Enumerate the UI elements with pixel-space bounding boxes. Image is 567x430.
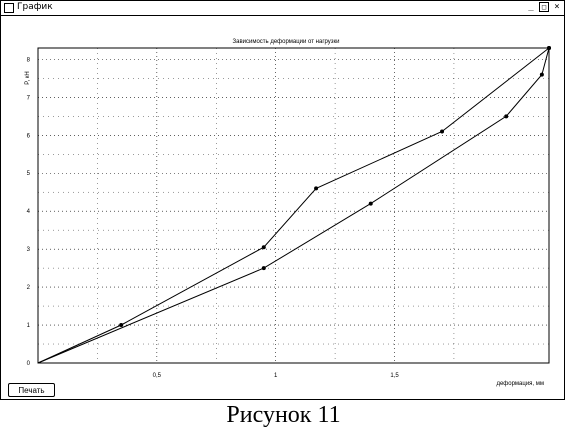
figure-caption: Рисунок 11 xyxy=(226,402,341,428)
series-2-point xyxy=(261,266,266,271)
y-tick-label: 3 xyxy=(27,247,31,253)
y-tick-label: 2 xyxy=(27,285,31,291)
minimize-icon[interactable]: _ xyxy=(528,2,534,12)
plot-area xyxy=(37,47,550,364)
series-2-point xyxy=(539,72,544,77)
series-group xyxy=(37,46,551,364)
x-ticks: 0,5 1 1,5 xyxy=(153,373,400,379)
series-1-point xyxy=(440,129,445,134)
x-axis-label: деформация, мм xyxy=(496,381,544,387)
y-tick-label: 8 xyxy=(27,57,31,63)
chart: 0 1 2 3 4 5 6 7 8 0,5 1 1,5 Зависимость деформации… xyxy=(25,39,551,387)
series-1-point xyxy=(314,186,319,191)
x-tick-label: 1,5 xyxy=(390,373,399,379)
chart-title: Зависимость деформации от нагрузки xyxy=(232,39,339,45)
title-bar: График _ □ × xyxy=(1,1,564,16)
close-icon[interactable]: × xyxy=(554,2,560,12)
y-tick-label: 1 xyxy=(27,323,31,329)
series-1-point xyxy=(119,323,124,328)
print-button[interactable]: Печать xyxy=(8,383,55,397)
y-tick-label: 7 xyxy=(27,95,31,101)
x-tick-label: 0,5 xyxy=(153,373,162,379)
series-line-2 xyxy=(37,47,550,364)
x-tick-label: 1 xyxy=(274,373,278,379)
grid xyxy=(38,48,549,363)
series-1-point xyxy=(261,245,266,250)
series-2-point xyxy=(368,201,373,206)
app-icon xyxy=(4,3,14,13)
series-2-point xyxy=(504,114,509,119)
window-title: График xyxy=(17,2,53,12)
y-tick-label: 6 xyxy=(27,133,31,139)
y-axis-label: P, кН xyxy=(25,71,31,85)
y-ticks: 0 1 2 3 4 5 6 7 8 xyxy=(27,57,31,367)
maximize-icon[interactable]: □ xyxy=(539,2,549,12)
graph-window: График _ □ × 0 1 2 3 4 5 6 7 8 0,5 1 1,5 Зависимос… xyxy=(0,0,565,400)
y-tick-label: 5 xyxy=(27,171,31,177)
y-tick-label: 0 xyxy=(27,361,31,367)
series-2-point xyxy=(547,46,551,50)
y-tick-label: 4 xyxy=(27,209,31,215)
series-line-1 xyxy=(37,47,550,364)
